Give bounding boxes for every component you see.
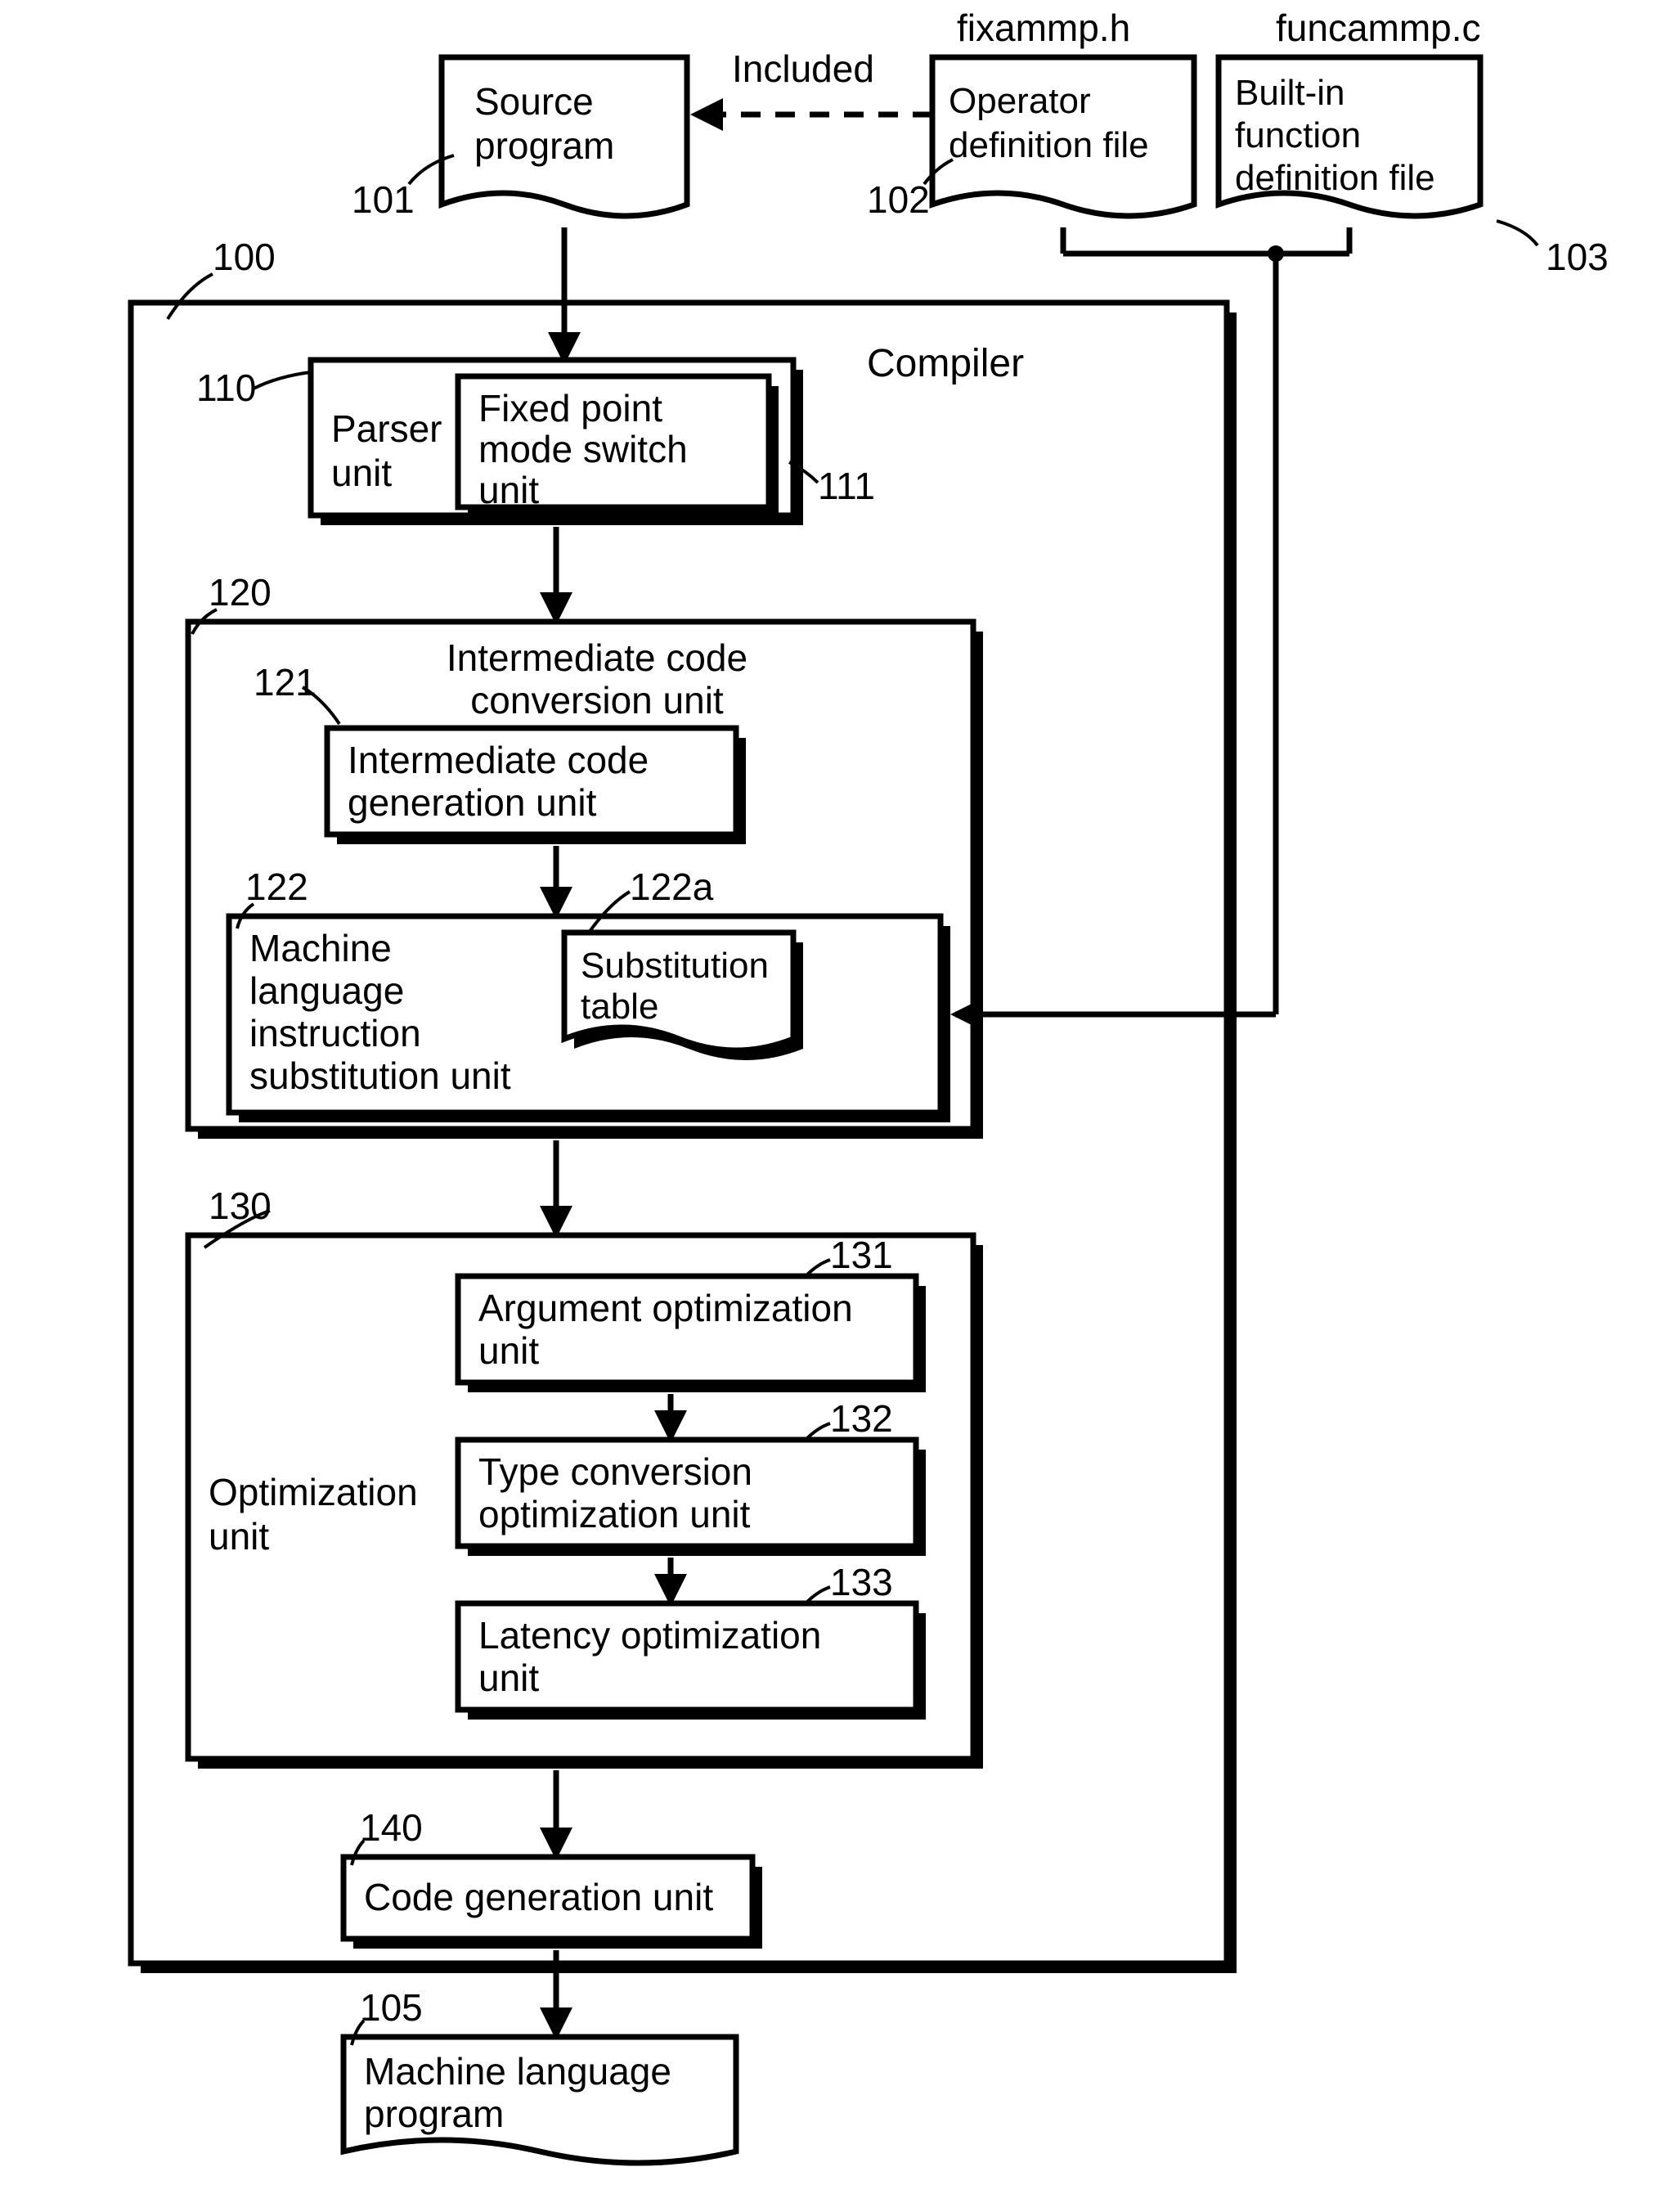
leader-103: [1497, 221, 1538, 245]
fixammp-label: fixammp.h: [957, 7, 1130, 49]
latopt-text-line1: unit: [478, 1657, 539, 1699]
mlsub-text-line3: substitution unit: [249, 1054, 511, 1097]
source-program-text-line0: Source: [474, 80, 594, 123]
opt-title-text-line1: unit: [209, 1515, 269, 1558]
codegen-text: Code generation unit: [364, 1876, 713, 1918]
argopt-text-line1: unit: [478, 1329, 539, 1372]
func-def-text-line2: definition file: [1235, 158, 1435, 198]
intgen-text-line0: Intermediate code: [348, 739, 649, 781]
fixed-point-text-line0: Fixed point: [478, 387, 662, 429]
included-label: Included: [732, 47, 874, 90]
ref-111: 111: [818, 465, 875, 507]
func-def-text-line1: function: [1235, 115, 1361, 155]
mlprog-text-line0: Machine language: [364, 2050, 671, 2093]
argopt-text-line0: Argument optimization: [478, 1287, 853, 1329]
fixed-point-text-line2: unit: [478, 469, 539, 511]
typeopt-text-line1: optimization unit: [478, 1493, 751, 1535]
compiler-diagram: SourceprogramOperatordefinition fileBuil…: [0, 0, 1661, 2212]
parser-unit-text-line0: Parser: [331, 407, 442, 450]
opt-title-text-line0: Optimization: [209, 1471, 418, 1513]
ref-131: 131: [830, 1234, 893, 1276]
ref-133: 133: [830, 1561, 893, 1603]
ref-121: 121: [254, 661, 316, 704]
fixed-point-text-line1: mode switch: [478, 428, 688, 470]
func-def-text-line0: Built-in: [1235, 73, 1345, 113]
compiler-label: Compiler: [867, 342, 1024, 385]
ref-140: 140: [360, 1806, 423, 1849]
intconv-title-text-line0: Intermediate code: [447, 636, 747, 679]
operator-def-text-line0: Operator: [949, 81, 1091, 121]
intconv-title-text-line1: conversion unit: [470, 679, 724, 722]
ref-130: 130: [209, 1185, 272, 1227]
ref-122: 122: [245, 865, 308, 908]
parser-unit-text-line1: unit: [331, 452, 392, 494]
mlprog-text-line1: program: [364, 2093, 504, 2135]
mlsub-text-line0: Machine: [249, 927, 392, 969]
mlsub-text-line2: instruction: [249, 1012, 421, 1054]
ref-120: 120: [209, 571, 272, 614]
ref-132: 132: [830, 1397, 893, 1440]
ref-103: 103: [1546, 236, 1609, 278]
typeopt-text-line0: Type conversion: [478, 1450, 752, 1493]
subtable-text-line0: Substitution: [581, 946, 769, 986]
ref-101: 101: [352, 178, 415, 221]
intgen-text-line1: generation unit: [348, 781, 597, 824]
subtable-text-line1: table: [581, 987, 658, 1027]
ref-122a: 122a: [630, 865, 714, 908]
ref-105: 105: [360, 1986, 423, 2029]
operator-def-text-line1: definition file: [949, 125, 1149, 165]
mlsub-text-line1: language: [249, 969, 404, 1012]
latopt-text-line0: Latency optimization: [478, 1614, 821, 1657]
funcammp-label: funcammp.c: [1276, 7, 1481, 49]
ref-100: 100: [213, 236, 276, 278]
ref-102: 102: [867, 178, 930, 221]
ref-110: 110: [196, 366, 256, 409]
source-program-text-line1: program: [474, 124, 614, 167]
